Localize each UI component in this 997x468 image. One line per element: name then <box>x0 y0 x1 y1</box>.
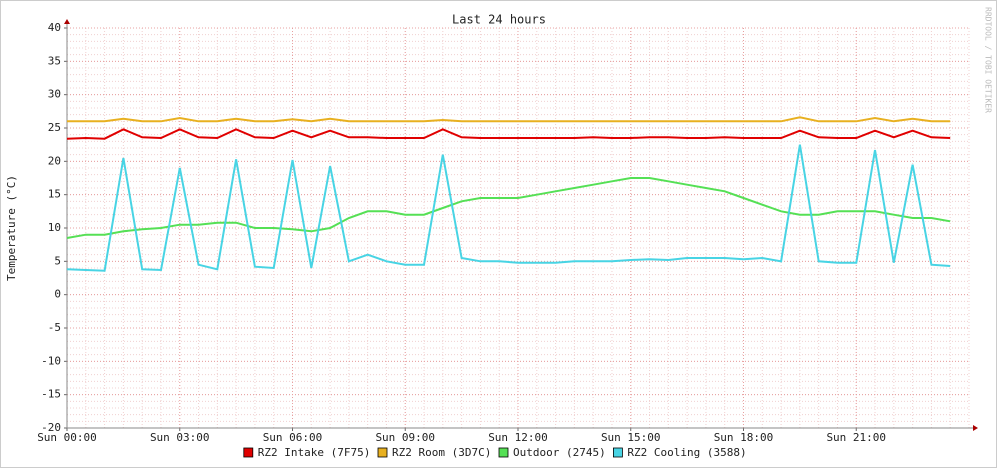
y-tick-label: 5 <box>54 254 61 267</box>
legend-label: RZ2 Room (3D7C) <box>392 446 491 459</box>
y-tick-label: -5 <box>48 321 61 334</box>
legend-label: Outdoor (2745) <box>513 446 606 459</box>
x-axis-arrow <box>973 425 978 431</box>
x-tick-label: Sun 06:00 <box>263 431 323 444</box>
legend-swatch <box>243 447 254 458</box>
y-tick-label: -10 <box>41 354 61 367</box>
legend-swatch <box>377 447 388 458</box>
watermark: RRDTOOL / TOBI OETIKER <box>984 7 993 113</box>
legend-label: RZ2 Intake (7F75) <box>258 446 371 459</box>
x-tick-label: Sun 18:00 <box>714 431 774 444</box>
y-axis-label: Temperature (°C) <box>5 175 18 281</box>
x-tick-label: Sun 09:00 <box>375 431 435 444</box>
y-tick-label: -20 <box>41 421 61 434</box>
y-tick-label: 25 <box>48 121 61 134</box>
legend-label: RZ2 Cooling (3588) <box>627 446 746 459</box>
x-tick-label: Sun 03:00 <box>150 431 210 444</box>
y-axis-arrow <box>64 19 70 24</box>
y-tick-label: 30 <box>48 88 61 101</box>
series-line <box>66 177 951 239</box>
y-tick-label: 40 <box>48 21 61 34</box>
series-line <box>67 116 951 123</box>
x-tick-label: Sun 12:00 <box>488 431 548 444</box>
y-tick-label: 20 <box>48 154 61 167</box>
y-tick-label: 35 <box>48 54 61 67</box>
x-tick-label: Sun 21:00 <box>826 431 886 444</box>
x-tick-label: Sun 00:00 <box>37 431 97 444</box>
legend-swatch <box>613 447 623 458</box>
x-tick-label: Sun 15:00 <box>601 431 661 444</box>
series-line <box>66 144 951 272</box>
legend-swatch <box>498 447 509 458</box>
series-line <box>66 128 951 140</box>
y-tick-label: -15 <box>41 388 61 401</box>
y-tick-label: 0 <box>54 288 61 301</box>
y-tick-label: 10 <box>48 221 61 234</box>
chart-title: Last 24 hours <box>452 13 546 27</box>
y-tick-label: 15 <box>48 188 61 201</box>
